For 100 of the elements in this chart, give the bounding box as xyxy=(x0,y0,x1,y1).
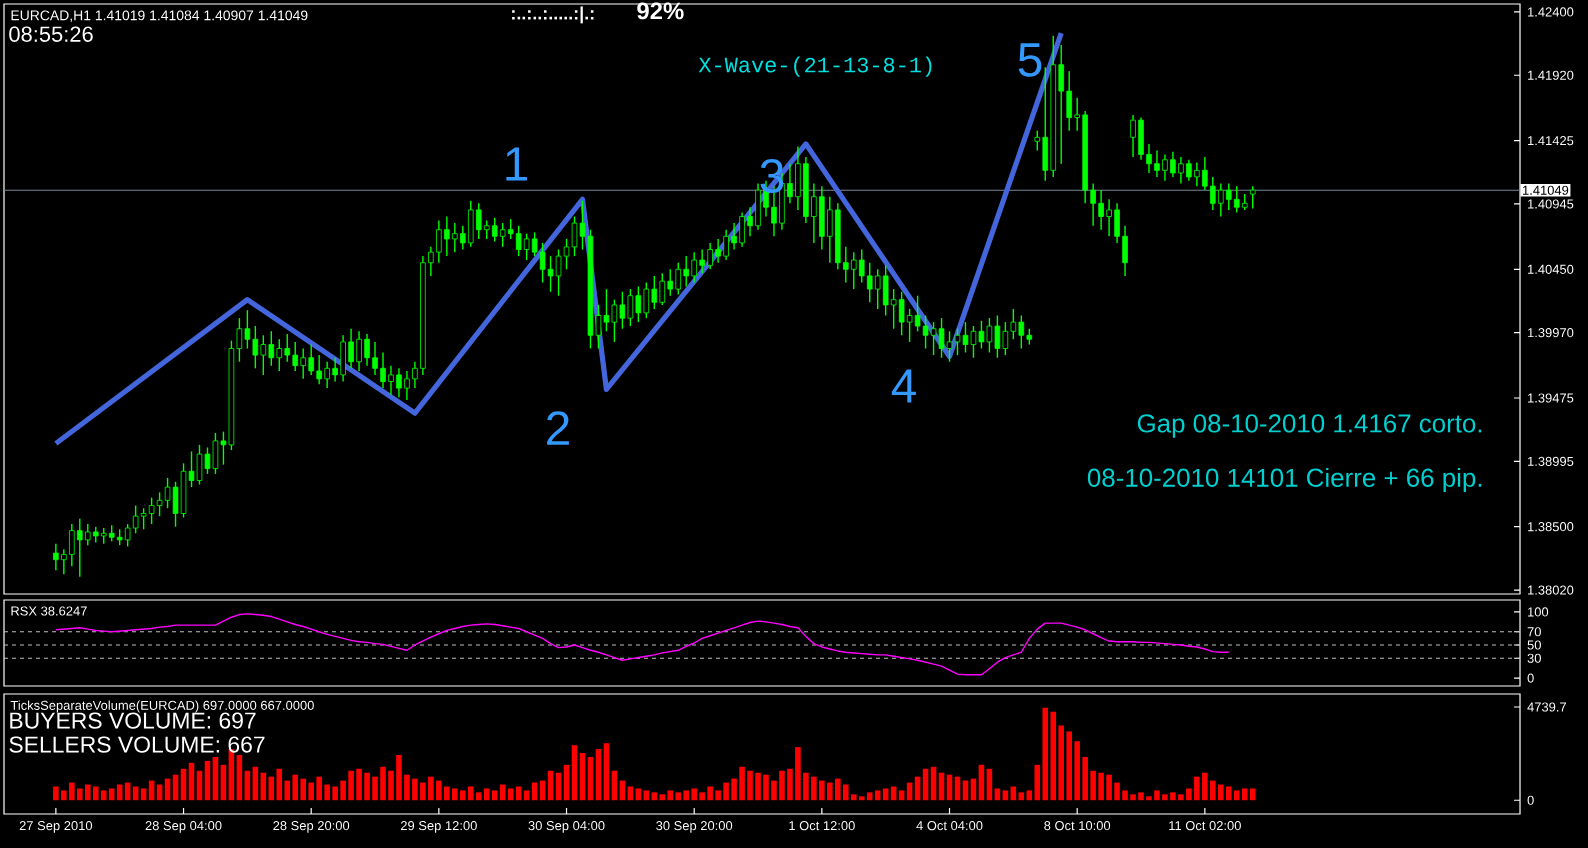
candlestick xyxy=(244,309,251,350)
candlestick xyxy=(292,341,299,372)
candlestick xyxy=(77,518,83,578)
bar xyxy=(132,786,139,801)
candlestick xyxy=(691,251,697,284)
candlestick xyxy=(467,199,474,248)
bar xyxy=(683,790,689,801)
candlestick xyxy=(340,334,346,383)
candlestick xyxy=(1170,151,1176,178)
bar xyxy=(92,786,99,801)
candlestick xyxy=(986,317,993,354)
candlestick xyxy=(827,196,833,264)
bar xyxy=(420,782,426,801)
candlestick xyxy=(140,507,147,531)
bar xyxy=(699,792,705,801)
bar xyxy=(874,790,881,801)
candlestick xyxy=(260,334,267,376)
candlestick xyxy=(731,222,737,251)
candlestick xyxy=(555,248,562,297)
annotation: 08-10-2010 14101 Cierre + 66 pip. xyxy=(1087,467,1482,493)
bar xyxy=(842,784,849,801)
candlestick xyxy=(946,330,953,363)
candlestick xyxy=(1162,153,1168,182)
bar xyxy=(866,792,873,801)
text: 08:55:26 xyxy=(9,26,93,42)
candlestick xyxy=(1194,161,1200,187)
candlestick xyxy=(723,229,729,261)
candlestick xyxy=(1154,149,1160,178)
bar xyxy=(380,766,386,801)
bar xyxy=(436,780,442,801)
bar xyxy=(483,788,490,801)
candlestick xyxy=(132,504,139,534)
candlestick xyxy=(635,285,642,323)
bar xyxy=(1249,788,1256,801)
candlestick xyxy=(707,242,713,270)
candlestick xyxy=(603,288,610,333)
bar xyxy=(428,776,434,801)
bar xyxy=(1066,731,1072,801)
bar xyxy=(1154,790,1160,801)
bar xyxy=(1106,774,1112,801)
candlestick xyxy=(499,222,506,248)
candlestick xyxy=(491,217,498,243)
bar xyxy=(1202,772,1208,801)
bar xyxy=(1241,788,1248,801)
candlestick xyxy=(882,264,889,317)
bar xyxy=(1002,790,1009,801)
candlestick xyxy=(1218,182,1224,218)
annotation: SELLERS VOLUME: 667 xyxy=(9,736,265,753)
annotation: 4 xyxy=(891,369,916,403)
bar xyxy=(507,788,514,801)
bar xyxy=(1130,794,1136,801)
bar xyxy=(1010,786,1017,801)
candlestick xyxy=(53,543,59,571)
bar xyxy=(523,790,530,801)
bar xyxy=(1170,792,1176,801)
candlestick xyxy=(452,222,458,253)
bar xyxy=(348,770,354,801)
candlestick xyxy=(659,272,666,306)
candlestick xyxy=(954,328,961,356)
candlestick xyxy=(619,291,626,330)
bar xyxy=(100,790,107,801)
bar xyxy=(659,794,666,801)
candlestick xyxy=(755,182,761,231)
bar xyxy=(444,786,450,801)
candlestick xyxy=(316,354,322,385)
bar xyxy=(779,770,785,801)
candlestick xyxy=(388,364,394,396)
candlestick xyxy=(124,523,131,548)
annotation: 1 xyxy=(506,147,527,181)
candlestick xyxy=(1225,182,1232,211)
bar xyxy=(675,792,682,801)
bar xyxy=(61,790,67,801)
bar xyxy=(308,782,314,801)
candlestick xyxy=(1058,44,1065,165)
bar xyxy=(1218,784,1224,801)
candlestick xyxy=(308,343,314,376)
candlestick xyxy=(1106,198,1112,237)
bar xyxy=(1162,794,1168,801)
annotation: :..:..:.....:|.: xyxy=(512,6,594,24)
bar xyxy=(715,790,721,801)
candlestick xyxy=(380,351,386,389)
candlestick xyxy=(396,367,402,399)
candlestick xyxy=(180,462,187,519)
bar xyxy=(1042,707,1049,801)
candlestick xyxy=(819,185,825,251)
bar xyxy=(723,782,729,801)
candlestick xyxy=(539,242,546,284)
annotation: 2 xyxy=(547,411,569,445)
bar xyxy=(755,772,761,801)
candlestick xyxy=(898,291,905,336)
candlestick xyxy=(611,298,618,343)
bar xyxy=(747,770,753,801)
candlestick xyxy=(651,275,658,310)
bar xyxy=(1122,790,1128,801)
candlestick xyxy=(627,288,634,327)
candlestick xyxy=(1186,159,1192,182)
bar xyxy=(1098,772,1104,801)
bar xyxy=(316,776,322,801)
bar xyxy=(795,747,801,801)
bar xyxy=(643,790,650,801)
